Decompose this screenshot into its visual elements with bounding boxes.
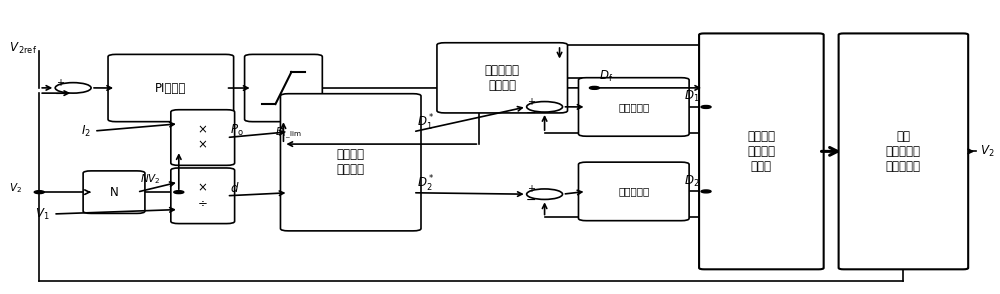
Text: $P_{\mathrm{o}}$: $P_{\mathrm{o}}$: [230, 123, 243, 138]
Text: −: −: [55, 88, 65, 101]
FancyBboxPatch shape: [171, 168, 235, 224]
Text: $D_1^*$: $D_1^*$: [417, 113, 434, 133]
FancyBboxPatch shape: [578, 78, 689, 136]
Circle shape: [701, 190, 711, 193]
FancyBboxPatch shape: [171, 110, 235, 165]
FancyBboxPatch shape: [245, 54, 322, 122]
Text: $D_2^*$: $D_2^*$: [417, 174, 434, 194]
FancyBboxPatch shape: [839, 34, 968, 269]
FancyBboxPatch shape: [578, 162, 689, 221]
FancyBboxPatch shape: [83, 171, 145, 213]
Text: $D_{\mathrm{f\_lim}}$: $D_{\mathrm{f\_lim}}$: [275, 126, 302, 141]
Text: +: +: [527, 96, 535, 106]
FancyBboxPatch shape: [699, 34, 824, 269]
Text: $D_{\mathrm{f}}$: $D_{\mathrm{f}}$: [599, 69, 614, 84]
Text: PI调节器: PI调节器: [155, 81, 187, 95]
Text: $NV_2$: $NV_2$: [140, 172, 161, 186]
Text: $V_1$: $V_1$: [35, 206, 49, 222]
Text: 大惯性环节: 大惯性环节: [618, 102, 649, 112]
Text: $D_2$: $D_2$: [684, 174, 700, 189]
Text: 大惯性环节: 大惯性环节: [618, 186, 649, 196]
Text: ×
÷: × ÷: [198, 182, 208, 210]
Text: +: +: [527, 184, 535, 194]
FancyBboxPatch shape: [280, 94, 421, 231]
Circle shape: [34, 191, 44, 193]
Circle shape: [589, 86, 599, 89]
Text: N: N: [110, 186, 118, 199]
FancyBboxPatch shape: [437, 43, 568, 113]
Text: ×
×: × ×: [198, 123, 208, 151]
Text: −: −: [525, 194, 536, 207]
Text: $V_2$: $V_2$: [9, 181, 22, 195]
Text: 开关器件
驱动信号
发生器: 开关器件 驱动信号 发生器: [747, 130, 775, 173]
Text: 最优限幅值
计算环节: 最优限幅值 计算环节: [485, 64, 520, 92]
FancyBboxPatch shape: [108, 54, 234, 122]
Text: 三相
双有源桥式
直流变换器: 三相 双有源桥式 直流变换器: [886, 130, 921, 173]
Circle shape: [174, 191, 184, 193]
Text: $d$: $d$: [230, 181, 239, 196]
Text: $D_1$: $D_1$: [684, 89, 700, 104]
Text: 最优调制
策略环节: 最优调制 策略环节: [337, 148, 365, 176]
Circle shape: [701, 106, 711, 108]
Text: $I_2$: $I_2$: [81, 123, 91, 138]
Text: $V_2$: $V_2$: [980, 144, 995, 159]
Text: $V_{\,2\mathrm{ref}}$: $V_{\,2\mathrm{ref}}$: [9, 41, 37, 56]
Text: −: −: [525, 107, 536, 120]
Text: +: +: [56, 78, 64, 88]
